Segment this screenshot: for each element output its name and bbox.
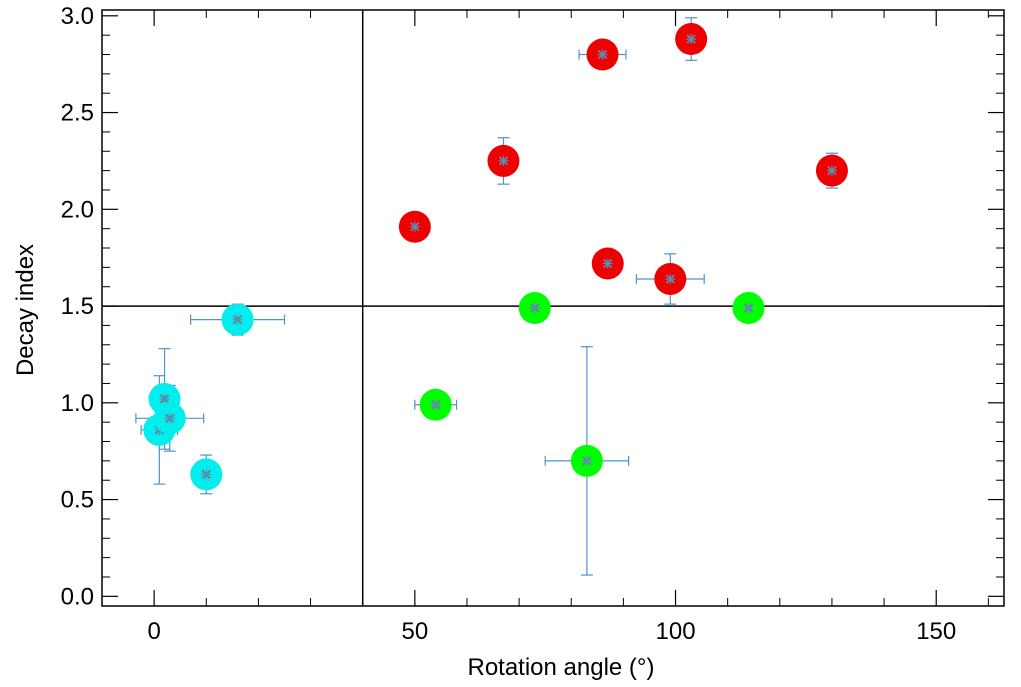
x-tick-label: 100 <box>656 618 696 645</box>
y-tick-label: 2.5 <box>61 100 94 127</box>
y-tick-label: 1.5 <box>61 293 94 320</box>
data-point-s0-p0 <box>398 210 431 243</box>
x-axis-label: Rotation angle (°) <box>467 654 654 681</box>
data-point-s0-p5 <box>675 23 708 56</box>
data-point-s1-p0 <box>419 388 452 421</box>
data-point-s1-p2 <box>570 444 603 477</box>
data-point-s0-p3 <box>591 247 624 280</box>
data-point-s0-p2 <box>586 38 619 71</box>
y-tick-label: 0.5 <box>61 487 94 514</box>
plot-frame <box>101 9 1005 607</box>
data-point-s0-p6 <box>815 154 848 187</box>
axes: 0 50 100 150 0.0 0.5 1.0 1.5 2.0 2.5 3.0 <box>61 3 1005 645</box>
data-point-s1-p3 <box>732 292 765 324</box>
x-tick-label: 50 <box>401 618 428 645</box>
error-bars <box>135 17 841 576</box>
x-tick-label: 0 <box>147 618 160 645</box>
data-point-s1-p1 <box>518 292 551 324</box>
data-point-s2-p4 <box>221 303 254 336</box>
reference-lines <box>102 10 1004 606</box>
data-point-s0-p4 <box>654 262 687 295</box>
y-tick-label: 1.0 <box>61 390 94 417</box>
y-tick-label: 3.0 <box>61 3 94 30</box>
y-tick-label: 0.0 <box>61 583 94 610</box>
data-points <box>143 23 848 491</box>
data-point-s0-p1 <box>487 144 520 177</box>
data-point-s2-p2 <box>153 402 186 435</box>
y-tick-label: 2.0 <box>61 196 94 223</box>
y-axis-label: Decay index <box>12 244 39 376</box>
x-tick-label: 150 <box>916 618 956 645</box>
data-point-s2-p3 <box>190 458 223 491</box>
